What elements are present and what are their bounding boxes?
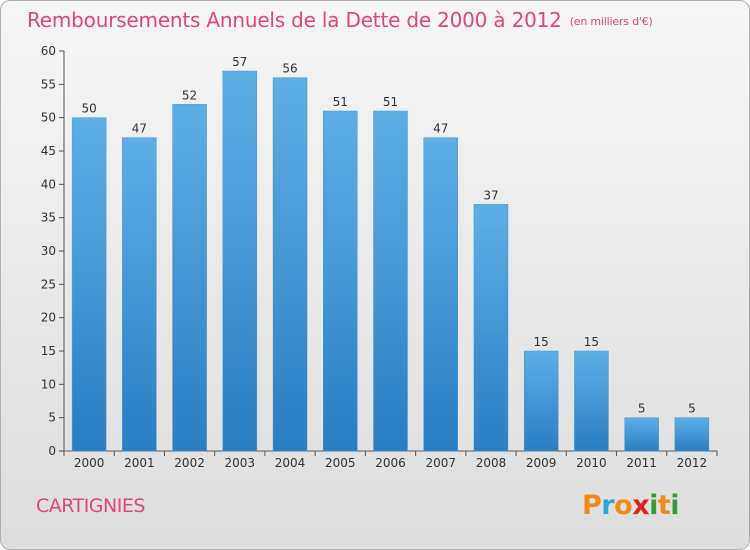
logo-letter: P [582, 490, 602, 521]
bar [323, 110, 358, 452]
y-tick-label: 5 [48, 411, 56, 425]
y-tick-label: 25 [41, 277, 56, 291]
x-tick-label: 2009 [526, 456, 557, 470]
title-text: Remboursements Annuels de la Dette de 20… [27, 8, 562, 32]
bar [272, 77, 308, 452]
commune-name: CARTIGNIES [36, 495, 145, 517]
logo-letter: o [614, 490, 633, 521]
logo-letter: i [649, 490, 658, 521]
x-tick-label: 2004 [275, 456, 306, 470]
y-tick-label: 20 [41, 311, 56, 325]
y-tick-label: 45 [41, 144, 56, 158]
bar [574, 350, 609, 452]
bar [373, 110, 408, 452]
y-tick-label: 15 [41, 344, 56, 358]
bar [473, 204, 509, 452]
bars: 50 47 52 57 56 51 51 47 37 15 15 5 5 [71, 55, 710, 452]
unit-label: (en milliers d'€) [569, 15, 653, 28]
proxiti-logo[interactable]: Proxiti [582, 490, 680, 521]
y-tick-label: 40 [41, 177, 56, 191]
x-tick-label: 2012 [677, 456, 708, 470]
bar-value-label: 37 [483, 188, 498, 202]
x-tick-label: 2003 [225, 456, 256, 470]
bar [624, 417, 659, 452]
bar-value-label: 57 [232, 55, 247, 69]
bar-value-label: 15 [534, 335, 549, 349]
bar [122, 137, 157, 452]
bar [523, 350, 559, 452]
bar-value-label: 5 [638, 402, 646, 416]
bar-value-label: 50 [81, 102, 96, 116]
y-tick-label: 50 [41, 111, 56, 125]
logo-letter: x [632, 490, 650, 521]
bar [674, 417, 710, 452]
bar-value-label: 51 [333, 95, 348, 109]
x-tick-label: 2001 [124, 456, 155, 470]
bar [172, 104, 207, 452]
x-tick-label: 2006 [375, 456, 406, 470]
y-tick-label: 35 [41, 211, 56, 225]
logo-letter: r [601, 490, 615, 521]
bar-value-label: 52 [182, 88, 197, 102]
bar-value-label: 15 [584, 335, 599, 349]
bar-value-label: 56 [282, 62, 297, 76]
bar [423, 137, 458, 452]
x-tick-label: 2011 [626, 456, 657, 470]
x-tick-label: 2002 [174, 456, 205, 470]
x-tick-label: 2005 [325, 456, 356, 470]
logo-letter: i [670, 490, 680, 521]
y-tick-label: 10 [41, 377, 56, 391]
x-tick-label: 2010 [576, 456, 607, 470]
bar-value-label: 47 [433, 122, 448, 136]
bar [71, 117, 107, 452]
y-tick-label: 0 [48, 444, 56, 458]
logo-letter: t [657, 490, 671, 521]
y-tick-label: 60 [41, 44, 56, 58]
x-tick-label: 2008 [476, 456, 507, 470]
bar [222, 70, 258, 452]
bar-value-label: 47 [132, 122, 147, 136]
y-tick-label: 30 [41, 244, 56, 258]
bar-value-label: 51 [383, 95, 398, 109]
y-tick-label: 55 [41, 77, 56, 91]
x-tick-label: 2000 [74, 456, 105, 470]
x-tick-label: 2007 [425, 456, 456, 470]
bar-value-label: 5 [688, 402, 696, 416]
chart-title: Remboursements Annuels de la Dette de 20… [27, 8, 653, 32]
